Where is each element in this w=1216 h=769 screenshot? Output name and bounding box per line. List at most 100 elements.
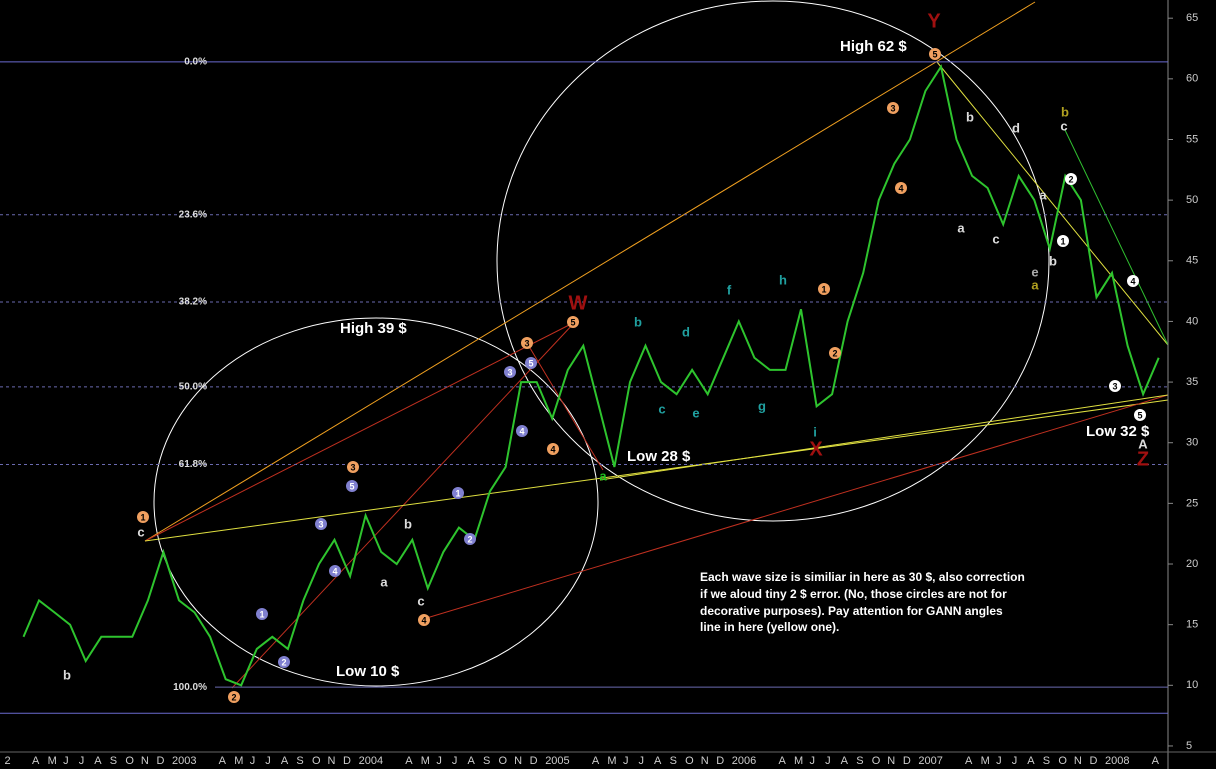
circle (153, 317, 599, 687)
x-tick-label: N (141, 755, 149, 767)
wave-letter: b (1049, 253, 1057, 268)
callout: High 62 $ (840, 38, 907, 55)
trend-line (1064, 129, 1169, 346)
x-tick-label: J (623, 755, 629, 767)
wave-marker (228, 691, 240, 703)
wave-number: 4 (332, 566, 337, 576)
wave-letter: b (634, 314, 642, 329)
wave-marker (347, 461, 359, 473)
x-tick-label: A (94, 755, 102, 767)
wave-number: 2 (467, 534, 472, 544)
x-tick-label: A (592, 755, 600, 767)
note-line: decorative purposes). Pay attention for … (700, 604, 1003, 618)
trend-line (936, 61, 1169, 346)
x-tick-label: O (125, 755, 134, 767)
x-tick-label: S (296, 755, 303, 767)
x-tick-label: A (654, 755, 662, 767)
wave-number: 4 (519, 426, 524, 436)
wave-number: 2 (1068, 174, 1073, 184)
wave-letter: A (1138, 436, 1148, 451)
wave-marker (525, 357, 537, 369)
y-tick-label: 25 (1186, 497, 1198, 509)
wave-letter: b (63, 667, 71, 682)
x-tick-label: J (1012, 755, 1018, 767)
wave-number: 3 (524, 338, 529, 348)
x-tick-label: N (887, 755, 895, 767)
wave-letter: e (692, 405, 699, 420)
x-tick-label: D (156, 755, 164, 767)
wave-number: 2 (281, 657, 286, 667)
wave-letter: e (1031, 264, 1038, 279)
wave-marker (452, 487, 464, 499)
wave-name: Z (1137, 448, 1149, 470)
wave-letter: c (417, 593, 424, 608)
x-tick-label: S (483, 755, 490, 767)
wave-letter: d (682, 324, 690, 339)
wave-number: 1 (259, 609, 264, 619)
y-tick-label: 15 (1186, 619, 1198, 631)
wave-marker (1065, 173, 1077, 185)
wave-marker (464, 533, 476, 545)
x-tick-label: A (1152, 755, 1160, 767)
x-tick-label: J (63, 755, 69, 767)
wave-number: 5 (932, 49, 937, 59)
x-tick-label: N (514, 755, 522, 767)
wave-marker (1134, 409, 1146, 421)
wave-letter: c (137, 524, 144, 539)
x-tick-label: O (872, 755, 881, 767)
wave-letter: a (957, 220, 965, 235)
fib-label: 23.6% (179, 209, 207, 220)
wave-letter: a (1039, 187, 1047, 202)
x-tick-label: 2004 (359, 755, 383, 767)
note-line: Each wave size is similiar in here as 30… (700, 570, 1025, 584)
x-tick-label: M (607, 755, 616, 767)
x-tick-label: O (685, 755, 694, 767)
wave-letter: c (992, 231, 999, 246)
x-tick-label: N (701, 755, 709, 767)
wave-number: 5 (1137, 410, 1142, 420)
wave-number: 4 (421, 615, 426, 625)
callout: Low 32 $ (1086, 423, 1150, 440)
wave-marker (315, 518, 327, 530)
x-tick-label: M (981, 755, 990, 767)
wave-number: 3 (1112, 381, 1117, 391)
fib-label: 61.8% (179, 459, 207, 470)
x-tick-label: M (794, 755, 803, 767)
fib-label: 50.0% (179, 382, 207, 393)
y-tick-label: 30 (1186, 437, 1198, 449)
wave-marker (895, 182, 907, 194)
note-line: if we aloud tiny 2 $ error. (No, those c… (700, 587, 1007, 601)
drawing-layer (144, 0, 1169, 769)
y-tick-label: 35 (1186, 376, 1198, 388)
wave-marker (1127, 275, 1139, 287)
x-tick-label: J (810, 755, 816, 767)
x-tick-label: A (778, 755, 786, 767)
wave-number: 4 (1130, 276, 1135, 286)
wave-marker (137, 511, 149, 523)
wave-marker (1057, 235, 1069, 247)
wave-marker (929, 48, 941, 60)
wave-number: 1 (140, 512, 145, 522)
wave-marker (278, 656, 290, 668)
trend-line (526, 342, 604, 471)
wave-letter: b (404, 516, 412, 531)
gann-line (144, 399, 1169, 542)
wave-number: 5 (528, 358, 533, 368)
wave-number: 4 (898, 183, 903, 193)
x-tick-label: D (530, 755, 538, 767)
wave-number: 3 (318, 519, 323, 529)
x-tick-label: A (32, 755, 40, 767)
x-tick-label: J (996, 755, 1002, 767)
x-tick-label: A (467, 755, 475, 767)
trend-line (144, 1, 1036, 542)
wave-marker (887, 102, 899, 114)
x-tick-label: 2008 (1105, 755, 1129, 767)
wave-name: X (809, 438, 823, 460)
wave-marker (818, 283, 830, 295)
fib-label: 38.2% (179, 297, 207, 308)
x-tick-label: A (281, 755, 289, 767)
wave-marker (346, 480, 358, 492)
y-tick-label: 50 (1186, 194, 1198, 206)
wave-marker (567, 316, 579, 328)
wave-number: 1 (1060, 236, 1065, 246)
